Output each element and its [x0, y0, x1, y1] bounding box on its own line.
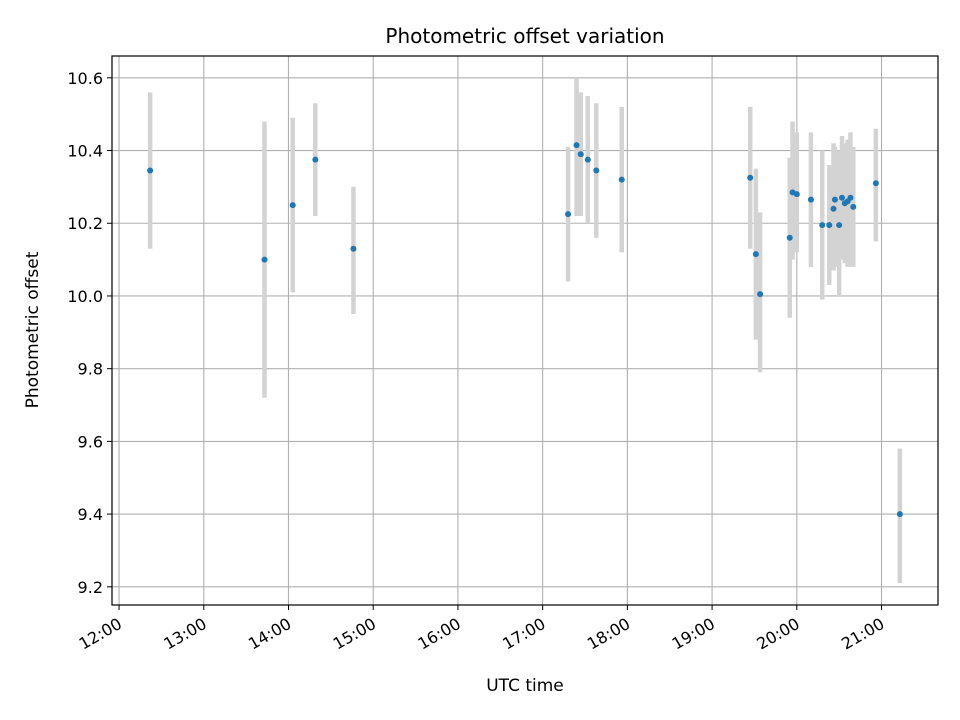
data-point: [896, 511, 903, 518]
y-tick-label: 10.2: [67, 214, 103, 233]
data-point: [289, 202, 296, 209]
y-tick-label: 9.6: [78, 432, 103, 451]
y-tick-label: 9.4: [78, 505, 103, 524]
data-point: [147, 167, 154, 174]
data-point: [786, 234, 793, 241]
data-point: [847, 194, 854, 201]
data-point: [565, 211, 572, 218]
data-point: [577, 151, 584, 158]
data-point: [757, 291, 764, 298]
data-point: [261, 256, 268, 263]
y-axis-ticks: 9.2 9.4 9.6 9.8 10.0 10.2 10.4 10.6: [67, 69, 112, 597]
grid: [112, 56, 938, 605]
data-point: [838, 194, 845, 201]
y-tick-label: 10.0: [67, 287, 103, 306]
y-tick-label: 10.4: [67, 142, 103, 161]
data-point: [826, 222, 833, 229]
data-point: [752, 251, 759, 258]
data-point: [850, 203, 857, 210]
data-point: [830, 205, 837, 212]
data-point: [819, 222, 826, 229]
x-axis-label: UTC time: [486, 676, 564, 696]
data-point: [618, 176, 625, 183]
data-point: [793, 191, 800, 198]
y-tick-label: 9.8: [78, 360, 103, 379]
data-point: [747, 174, 754, 181]
data-point: [836, 222, 843, 229]
data-point: [350, 245, 357, 252]
data-point: [584, 156, 591, 163]
data-points: [147, 142, 903, 518]
data-point: [573, 142, 580, 149]
y-tick-label: 9.2: [78, 578, 103, 597]
y-tick-label: 10.6: [67, 69, 103, 88]
chart-title: Photometric offset variation: [385, 24, 664, 48]
data-point: [831, 196, 838, 203]
y-axis-label: Photometric offset: [23, 251, 43, 408]
data-point: [872, 180, 879, 187]
data-point: [593, 167, 600, 174]
data-point: [312, 156, 319, 163]
data-point: [807, 196, 814, 203]
plot-frame: [111, 55, 939, 606]
